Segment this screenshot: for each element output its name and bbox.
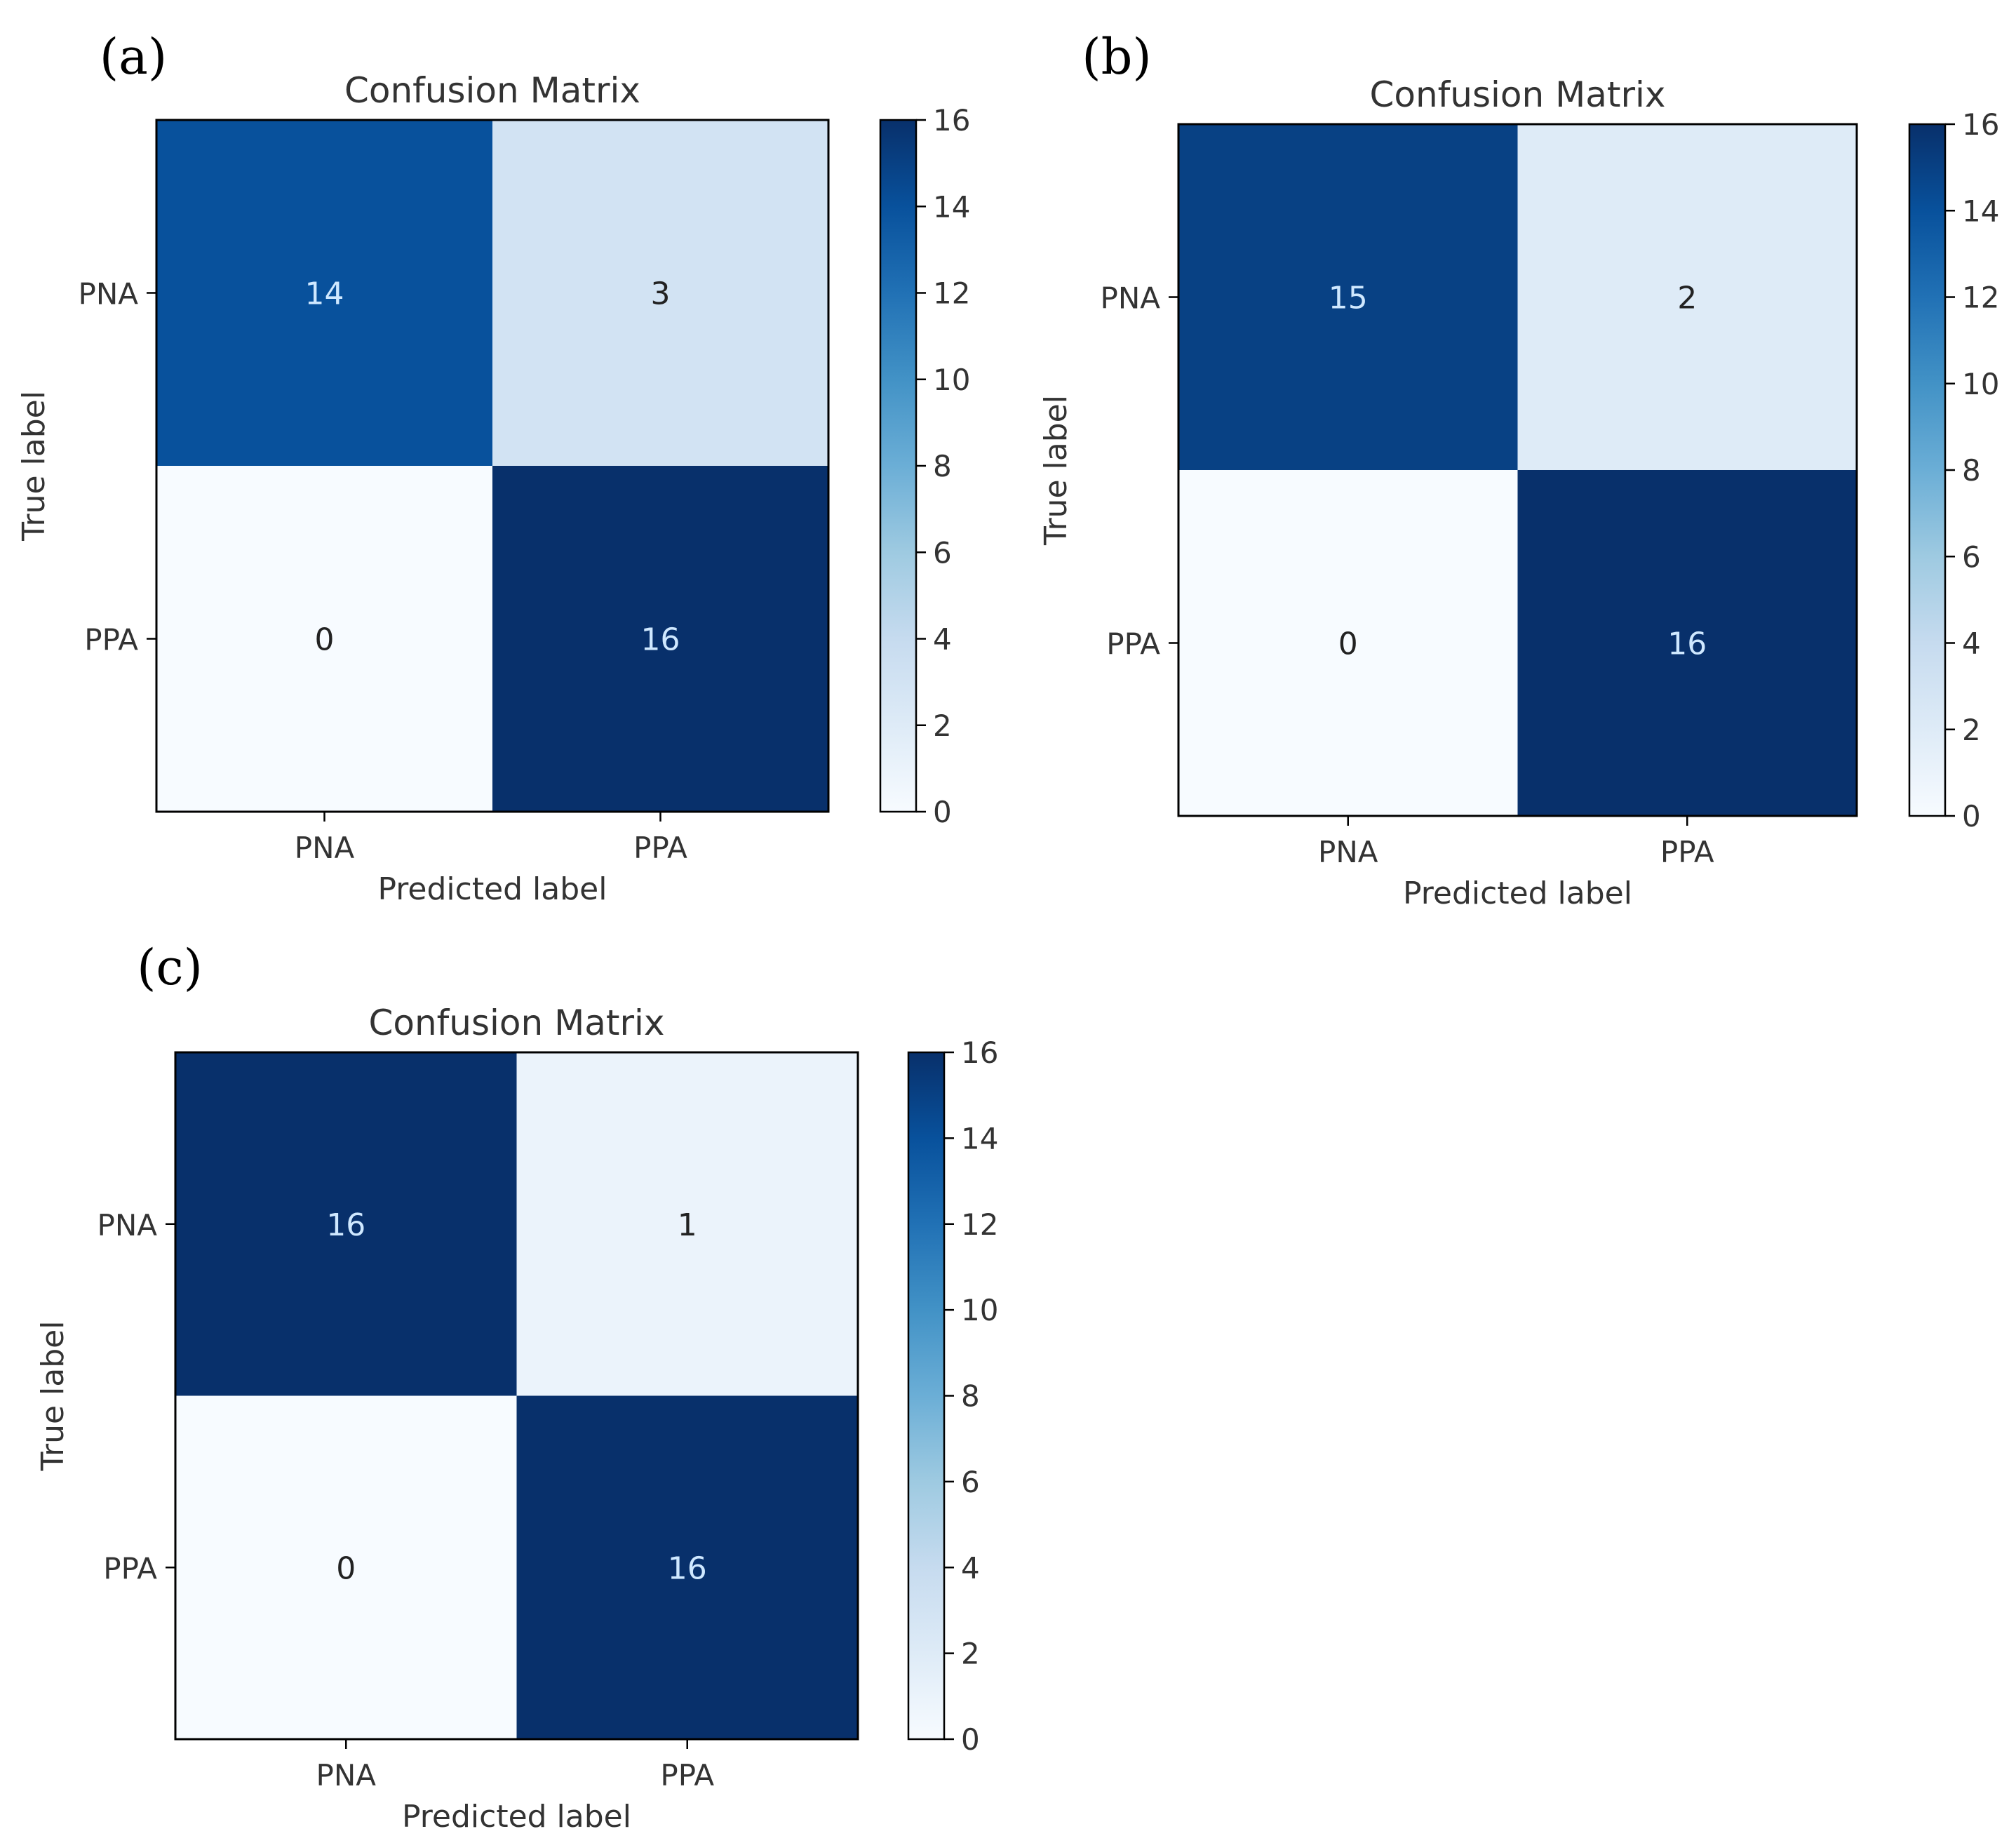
colorbar <box>1908 123 1947 817</box>
colorbar <box>907 1051 946 1741</box>
colorbar-tick-label: 10 <box>1962 367 1999 401</box>
x-axis-label: Predicted label <box>1403 876 1632 911</box>
colorbar-tick-label: 0 <box>933 795 952 829</box>
colorbar-tick-label: 12 <box>1962 281 1999 315</box>
x-tick-label: PNA <box>316 1758 377 1792</box>
panel-label: (c) <box>137 939 203 996</box>
matrix-cell <box>1517 124 1857 470</box>
cell-value-label: 0 <box>315 622 335 658</box>
cell-value-label: 16 <box>326 1207 365 1243</box>
panel-label: (a) <box>100 28 167 86</box>
matrix-cell <box>516 1052 858 1396</box>
y-tick-label: PPA <box>84 623 138 657</box>
matrix-cell <box>1178 124 1518 470</box>
colorbar-tick-label: 0 <box>961 1722 980 1757</box>
colorbar-tick-label: 14 <box>1962 194 1999 228</box>
colorbar-tick-label: 12 <box>933 276 970 311</box>
colorbar-tick-label: 8 <box>1962 453 1981 488</box>
cell-value-label: 16 <box>1667 626 1707 662</box>
cell-value-label: 2 <box>1677 281 1697 316</box>
y-axis-label: True label <box>1038 395 1074 546</box>
colorbar-tick-label: 6 <box>933 535 952 570</box>
x-tick-label: PNA <box>295 831 355 865</box>
x-tick-label: PPA <box>660 1758 714 1792</box>
cell-value-label: 0 <box>1338 626 1358 662</box>
x-axis-label: Predicted label <box>402 1799 631 1835</box>
colorbar-tick-label: 0 <box>1962 799 1981 833</box>
y-tick-label: PPA <box>1106 627 1160 662</box>
panel-label: (b) <box>1082 28 1151 86</box>
colorbar-tick-label: 16 <box>961 1036 998 1070</box>
confusion-matrix-panel-a: (a) Confusion Matrix 14 3 0 16 PNA PPA PNA PPA Pre… <box>16 28 970 907</box>
chart-title: Confusion Matrix <box>344 70 640 111</box>
cell-value-label: 0 <box>336 1550 356 1586</box>
cell-value-label: 15 <box>1329 281 1368 316</box>
cell-value-label: 1 <box>678 1207 697 1243</box>
matrix-frame <box>155 119 830 813</box>
y-tick-label: PPA <box>103 1551 157 1586</box>
cell-value-label: 16 <box>668 1550 707 1586</box>
y-tick-label: PNA <box>1101 281 1161 316</box>
matrix-cell <box>492 466 828 812</box>
x-tick-label: PPA <box>633 831 687 865</box>
colorbar-tick-label: 8 <box>961 1379 980 1414</box>
colorbar-tick-label: 4 <box>961 1550 980 1585</box>
matrix-cell <box>175 1052 517 1396</box>
colorbar-tick-label: 12 <box>961 1207 998 1242</box>
chart-title: Confusion Matrix <box>368 1003 664 1043</box>
colorbar-tick-label: 2 <box>961 1637 980 1671</box>
cell-value-label: 3 <box>651 276 671 312</box>
matrix-frame <box>174 1051 859 1741</box>
colorbar-tick-label: 2 <box>933 709 952 743</box>
matrix-cell <box>492 120 828 466</box>
matrix-cell <box>175 1395 517 1739</box>
colorbar-tick-label: 10 <box>933 363 970 397</box>
colorbar-tick-label: 16 <box>1962 107 1999 142</box>
cell-value-label: 14 <box>305 276 344 312</box>
colorbar-tick-label: 2 <box>1962 713 1981 747</box>
confusion-matrix-panel-b: (b) Confusion Matrix 15 2 0 16 PNA PPA PNA PPA Pre… <box>1038 28 1999 911</box>
y-tick-label: PNA <box>98 1208 158 1242</box>
y-tick-label: PNA <box>79 277 139 311</box>
y-axis-label: True label <box>16 391 52 542</box>
colorbar-tick-label: 4 <box>933 622 952 657</box>
colorbar-tick-label: 6 <box>1962 540 1981 574</box>
matrix-cell <box>1517 470 1857 816</box>
matrix-frame <box>1177 123 1858 817</box>
colorbar-tick-label: 10 <box>961 1293 998 1327</box>
matrix-cell <box>156 120 492 466</box>
x-tick-label: PNA <box>1318 835 1378 869</box>
colorbar-tick-label: 4 <box>1962 626 1981 661</box>
colorbar <box>879 119 918 813</box>
chart-title: Confusion Matrix <box>1369 74 1665 115</box>
x-axis-label: Predicted label <box>378 871 607 907</box>
colorbar-tick-label: 14 <box>933 189 970 224</box>
matrix-cell <box>516 1395 858 1739</box>
colorbar-tick-label: 16 <box>933 103 970 138</box>
cell-value-label: 16 <box>641 622 680 658</box>
y-axis-label: True label <box>35 1321 71 1472</box>
colorbar-tick-label: 14 <box>961 1121 998 1155</box>
x-tick-label: PPA <box>1660 835 1714 869</box>
colorbar-tick-label: 6 <box>961 1465 980 1499</box>
colorbar-tick-label: 8 <box>933 449 952 483</box>
matrix-cell <box>156 466 492 812</box>
matrix-cell <box>1178 470 1518 816</box>
